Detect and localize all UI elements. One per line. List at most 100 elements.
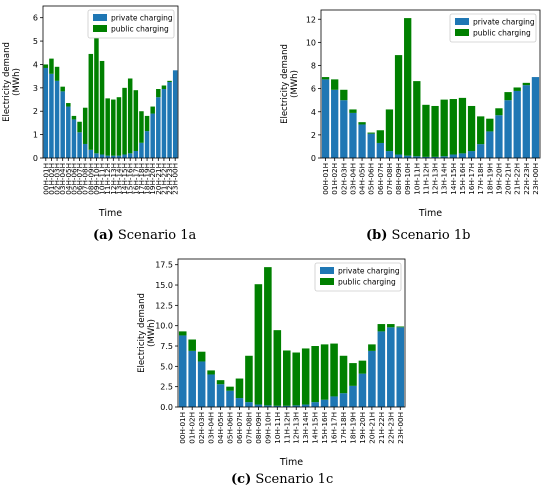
y-tick-label: 4 xyxy=(311,108,316,117)
x-tick-label: 02H-03H xyxy=(53,163,62,195)
bar-private xyxy=(105,155,110,158)
y-tick-label: 2 xyxy=(33,107,38,116)
bar-private xyxy=(226,390,234,407)
bar-public xyxy=(156,89,161,98)
x-tick-label: 13H-14H xyxy=(440,163,449,195)
x-tick-label: 12H-13H xyxy=(292,412,301,444)
bar-private xyxy=(150,113,155,158)
bar-public xyxy=(413,81,421,157)
legend-swatch-private xyxy=(455,18,469,25)
bar-public xyxy=(264,267,272,406)
bar-public xyxy=(66,103,71,107)
bar-public xyxy=(82,107,88,144)
bar-public xyxy=(311,346,319,403)
x-tick-label: 17H-18H xyxy=(137,163,146,195)
legend-box xyxy=(87,9,175,39)
bar-private xyxy=(531,77,540,158)
bar-private xyxy=(43,67,49,158)
legend-label: private charging xyxy=(111,14,173,23)
bar-public xyxy=(282,350,291,406)
x-tick-label: 08H-09H xyxy=(86,163,95,195)
x-tick-label: 09H-10H xyxy=(403,163,412,195)
bar-private xyxy=(144,131,150,158)
x-axis-label: Time xyxy=(279,457,303,468)
bar-public xyxy=(449,99,457,155)
legend-label: public charging xyxy=(473,29,531,38)
bar-public xyxy=(133,90,139,151)
bar-private xyxy=(367,133,375,158)
x-tick-label: 00H-01H xyxy=(178,412,187,444)
y-tick-label: 6 xyxy=(311,85,316,94)
bar-public xyxy=(376,130,384,143)
bar-public xyxy=(207,370,215,375)
x-tick-label: 11H-12H xyxy=(421,163,430,195)
x-tick-label: 01H-02H xyxy=(330,163,339,195)
x-tick-label: 17H-18H xyxy=(339,412,348,444)
bar-private xyxy=(156,97,161,158)
x-tick-label: 04H-05H xyxy=(216,412,225,444)
x-tick-label: 04H-05H xyxy=(358,163,367,195)
caption-b-text: Scenario 1b xyxy=(387,228,471,243)
bar-private xyxy=(188,350,196,407)
x-tick-label: 22H-23H xyxy=(386,412,395,444)
bar-private xyxy=(404,155,412,158)
legend-label: public charging xyxy=(338,278,396,287)
y-tick-label: 17.5 xyxy=(155,261,173,270)
bar-public xyxy=(226,386,234,391)
y-tick-label: 5.0 xyxy=(160,362,173,371)
legend-swatch-public xyxy=(320,278,334,285)
x-tick-label: 20H-21H xyxy=(367,412,376,444)
bar-public xyxy=(144,115,150,132)
bar-private xyxy=(477,144,485,158)
x-tick-label: 15H-16H xyxy=(126,163,135,195)
y-tick-label: 4 xyxy=(33,60,38,69)
bar-public xyxy=(178,331,187,336)
caption-c-text: Scenario 1c xyxy=(251,472,334,487)
x-tick-label: 00H-01H xyxy=(41,163,50,195)
y-axis-label: (MWh) xyxy=(147,319,157,347)
bar-private xyxy=(330,396,338,407)
x-tick-label: 16H-17H xyxy=(131,163,140,195)
plot-frame xyxy=(320,9,541,159)
x-tick-label: 20H-21H xyxy=(504,163,513,195)
x-tick-label: 06H-07H xyxy=(235,412,244,444)
bar-private xyxy=(161,89,167,158)
bar-private xyxy=(54,80,60,158)
x-tick-label: 07H-08H xyxy=(244,412,253,444)
bar-private xyxy=(77,132,82,158)
bar-private xyxy=(495,115,503,158)
bar-private xyxy=(385,151,394,158)
x-tick-label: 03H-04H xyxy=(207,412,216,444)
bar-private xyxy=(254,404,263,407)
y-axis-label: (MWh) xyxy=(12,68,22,96)
y-tick-label: 12 xyxy=(306,15,316,24)
bar-public xyxy=(495,108,503,116)
x-axis-label: Time xyxy=(418,208,442,219)
bar-public xyxy=(522,82,530,86)
x-tick-label: 19H-20H xyxy=(358,412,367,444)
bar-public xyxy=(330,343,338,397)
bar-private xyxy=(368,350,376,407)
y-axis-label: Electricity demand xyxy=(2,42,12,122)
bar-public xyxy=(54,66,60,81)
legend-swatch-private xyxy=(93,14,107,21)
y-tick-label: 0.0 xyxy=(160,403,173,412)
y-tick-label: 8 xyxy=(311,62,316,71)
bar-public xyxy=(321,77,330,80)
y-tick-label: 15.0 xyxy=(155,281,173,290)
bar-public xyxy=(254,284,263,405)
bar-private xyxy=(273,405,282,407)
bar-public xyxy=(458,97,467,154)
x-tick-label: 21H-22H xyxy=(513,163,522,195)
bar-public xyxy=(292,352,301,406)
legend-box xyxy=(314,262,402,292)
bar-public xyxy=(440,99,448,157)
caption-a: (a) Scenario 1a xyxy=(93,228,196,243)
x-tick-label: 20H-21H xyxy=(154,163,163,195)
bar-public xyxy=(349,363,357,386)
y-tick-label: 0 xyxy=(33,154,38,163)
x-tick-label: 06H-07H xyxy=(376,163,385,195)
x-tick-label: 11H-12H xyxy=(103,163,112,195)
bar-public xyxy=(188,339,196,351)
